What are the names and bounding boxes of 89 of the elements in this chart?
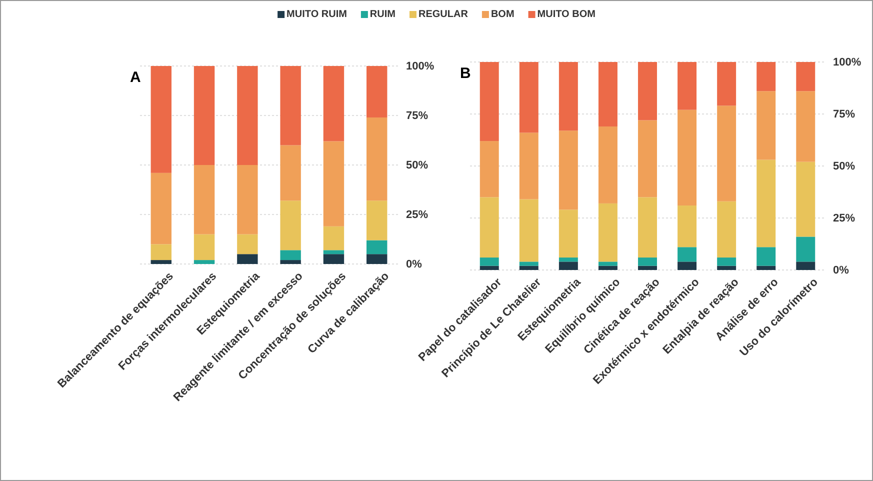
bar: [480, 197, 499, 258]
bar: [519, 132, 538, 200]
bar: [638, 62, 657, 120]
bar: [717, 62, 736, 106]
bar: [519, 199, 538, 262]
bar: [756, 247, 776, 266]
bar: [558, 262, 578, 270]
bar: [519, 266, 538, 270]
chart-title: A: [130, 69, 141, 86]
y-tick-label: 25%: [833, 212, 856, 225]
bar: [717, 266, 736, 270]
bar: [598, 203, 618, 262]
bar: [756, 91, 776, 160]
y-tick-label: 25%: [406, 209, 428, 222]
bar: [638, 266, 657, 270]
bar: [558, 62, 578, 131]
bar: [366, 240, 388, 254]
legend-label: BOM: [490, 9, 514, 20]
legend-label: MUITO BOM: [537, 9, 596, 20]
bar: [717, 106, 736, 202]
bar: [717, 258, 736, 266]
bar: [150, 172, 172, 244]
bar: [237, 165, 258, 234]
y-tick-label: 75%: [406, 110, 428, 122]
bar: [678, 262, 697, 270]
bar: [280, 200, 301, 250]
bar: [756, 62, 776, 92]
bar: [237, 234, 258, 254]
bar: [194, 66, 215, 165]
legend-label: REGULAR: [418, 9, 469, 20]
bar: [638, 120, 657, 198]
bar: [150, 260, 172, 264]
bar: [756, 160, 776, 248]
bar: [366, 66, 388, 118]
bar: [323, 254, 344, 264]
bar: [678, 206, 697, 248]
bar: [480, 258, 499, 266]
bar: [366, 200, 388, 240]
bar: [519, 62, 538, 133]
legend-label: RUIM: [370, 9, 396, 20]
bar: [519, 262, 538, 266]
bar: [796, 91, 816, 162]
bar: [323, 250, 344, 254]
bar: [480, 266, 499, 270]
bar: [280, 260, 301, 264]
bar: [717, 201, 736, 258]
bar: [558, 258, 578, 262]
legend-label: MUITO RUIM: [286, 9, 347, 20]
bar: [323, 66, 344, 142]
bar: [638, 197, 657, 258]
bar: [194, 260, 215, 264]
bar: [796, 236, 816, 262]
bar: [598, 62, 618, 126]
bar: [598, 266, 618, 270]
y-tick-label: 100%: [406, 60, 434, 73]
bar: [480, 141, 499, 198]
bar: [237, 254, 258, 264]
bar: [598, 262, 618, 266]
bar: [678, 247, 697, 262]
bar: [678, 110, 697, 206]
bar: [366, 117, 388, 201]
chart-title: B: [460, 65, 471, 82]
bar: [678, 62, 697, 110]
y-tick-label: 75%: [833, 108, 856, 121]
bar: [150, 66, 172, 173]
y-tick-label: 50%: [406, 160, 428, 172]
bar: [323, 226, 344, 250]
bar: [280, 66, 301, 146]
bar: [194, 234, 215, 260]
bar: [598, 126, 618, 204]
bar: [558, 130, 578, 210]
bar: [796, 62, 816, 92]
bar: [638, 258, 657, 266]
bar: [796, 162, 816, 237]
bar: [280, 145, 301, 201]
bar: [796, 262, 816, 270]
y-tick-label: 100%: [833, 56, 862, 69]
bar: [194, 165, 215, 234]
bar: [237, 66, 258, 165]
y-tick-label: 0%: [833, 264, 850, 277]
y-tick-label: 50%: [833, 160, 856, 173]
bar: [558, 210, 578, 258]
bar: [480, 62, 499, 142]
bar: [366, 254, 388, 264]
bar: [280, 250, 301, 260]
bar: [150, 244, 172, 260]
y-tick-label: 0%: [406, 258, 422, 271]
bar: [323, 141, 344, 226]
bar: [756, 266, 776, 270]
